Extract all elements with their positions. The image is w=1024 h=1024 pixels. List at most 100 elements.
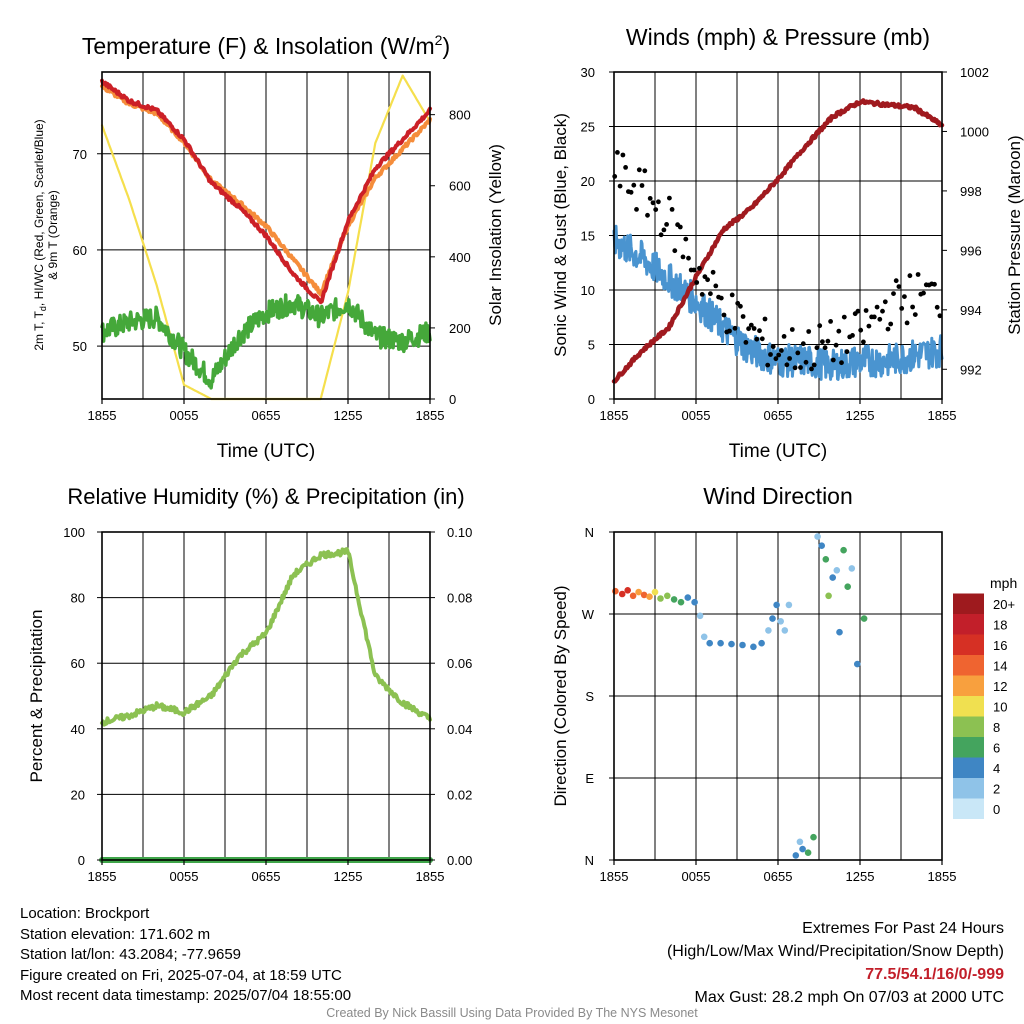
legend-swatch (953, 737, 984, 758)
gust-point (844, 349, 850, 355)
gust-point (708, 291, 713, 297)
gust-point (814, 345, 820, 351)
direction-point (810, 833, 817, 841)
direction-point (629, 592, 637, 600)
wind-ylabel: Sonic Wind & Gust (Blue, Black) (551, 113, 570, 357)
gust-point (828, 319, 833, 324)
gust-point (806, 329, 812, 334)
y2-tick-label: 996 (960, 243, 982, 258)
y-tick-label: 80 (71, 591, 85, 606)
humidity-ticks: 1855 0055 0655 1255 18550204060801000.000.02… (63, 525, 472, 884)
gust-point (683, 236, 689, 242)
direction-point (635, 588, 642, 596)
gust-point (697, 265, 702, 271)
gust-point (888, 321, 894, 327)
gust-point (686, 255, 691, 261)
direction-point (717, 639, 724, 647)
gust-point (934, 304, 940, 310)
gust-point (636, 167, 642, 173)
y-tick-label: 60 (73, 243, 87, 258)
legend-swatch (953, 716, 984, 737)
gust-point (620, 152, 626, 158)
direction-point (700, 633, 708, 641)
max-gust: Max Gust: 28.2 mph On 07/03 at 2000 UTC (694, 989, 1005, 1006)
legend-label: 16 (993, 638, 1007, 653)
gust-point (781, 334, 787, 339)
y2-tick-label: 992 (960, 362, 982, 377)
gust-point (729, 292, 735, 298)
y-tick-label: 5 (588, 338, 595, 353)
gust-point (855, 308, 861, 314)
gust-point (669, 207, 675, 212)
legend-label: 4 (993, 761, 1000, 776)
legend-swatch (953, 593, 984, 614)
direction-point (833, 567, 841, 574)
temperature-title: Temperature (F) & Insolation (W/m2) (82, 32, 450, 59)
gust-point (833, 342, 839, 348)
gust-point (639, 183, 645, 188)
gust-point (921, 290, 926, 296)
gust-point (773, 356, 779, 362)
insolation-ylabel: Solar Insolation (Yellow) (486, 144, 505, 326)
gust-point (896, 284, 902, 289)
y2-tick-label: 0.04 (447, 722, 472, 737)
gust-point (885, 326, 891, 332)
gust-point (718, 295, 724, 301)
y-tick-label: 30 (581, 65, 595, 80)
y2-tick-label: 0.06 (447, 656, 472, 671)
direction-ylabel: Direction (Colored By Speed) (551, 585, 570, 806)
gust-point (910, 304, 915, 310)
legend-title: mph (990, 575, 1017, 591)
gust-point (798, 365, 803, 370)
gust-point (705, 277, 710, 283)
humidity-title: Relative Humidity (%) & Precipitation (i… (67, 484, 464, 509)
gust-point (937, 313, 943, 319)
gust-point (713, 283, 719, 289)
station-latlon: Station lat/lon: 43.2084; -77.9659 (20, 946, 242, 963)
direction-point (750, 643, 757, 651)
gust-point (765, 362, 771, 368)
direction-point (844, 583, 851, 590)
legend-label: 14 (993, 658, 1007, 673)
station-info: Location: Brockport Station elevation: 1… (20, 904, 351, 1007)
y-tick-label: 15 (581, 229, 595, 244)
direction-point (829, 574, 836, 581)
gust-point (861, 339, 866, 345)
y2-tick-label: 0.02 (447, 787, 472, 802)
x-tick-label: 0055 (170, 869, 199, 884)
wind-direction-panel: Wind Direction 1855 0055 0655 1255 1855 N E S W N… (551, 483, 1017, 884)
gust-point (866, 323, 872, 329)
gust-point (650, 200, 656, 206)
gust-point (762, 316, 768, 322)
gust-point (795, 350, 801, 356)
gust-point (784, 362, 790, 368)
gust-point (809, 366, 814, 372)
legend-label: 10 (993, 699, 1007, 714)
x-tick-label: 1855 (88, 869, 117, 884)
speed-color-legend: mph 0 2 4 6 8 10 12 14 16 18 20+ (953, 575, 1017, 819)
y2-tick-label: 400 (449, 250, 471, 265)
direction-point (739, 641, 746, 649)
direction-point (624, 587, 631, 594)
direction-point (640, 591, 648, 599)
gust-point (871, 314, 877, 320)
temperature-ylabel-line1: 2m T, Td, HI/WC (Red, Green, Scarlet/Blu… (32, 119, 48, 350)
gust-point (754, 336, 760, 342)
gust-point (748, 322, 754, 328)
gust-point (915, 272, 921, 277)
gust-point (811, 362, 817, 368)
direction-point (651, 588, 659, 596)
x-tick-label: 0655 (764, 408, 793, 423)
y2-tick-label: 994 (960, 303, 982, 318)
gust-point (623, 165, 628, 170)
wind-pressure-panel: Winds (mph) & Pressure (mb) 1855 0055 0655… (551, 24, 1024, 462)
y-tick-label: 60 (71, 656, 85, 671)
sonic-wind-line (612, 224, 944, 381)
wind-grid (614, 72, 942, 399)
data-timestamp: Most recent data timestamp: 2025/07/04 1… (20, 987, 352, 1004)
humidity-grid (102, 532, 430, 860)
gust-point (634, 207, 639, 212)
direction-point (664, 592, 671, 600)
gust-point (877, 316, 883, 322)
direction-point (799, 845, 806, 853)
